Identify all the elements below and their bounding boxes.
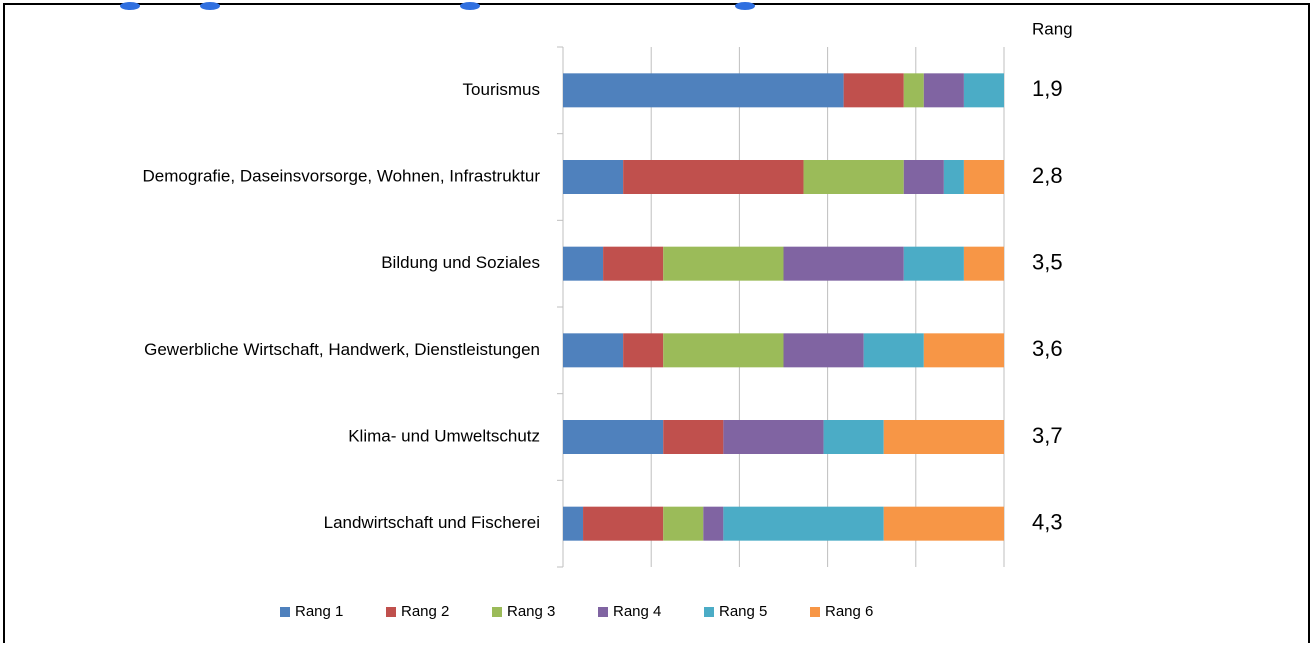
bar-segment xyxy=(923,333,1004,368)
legend-label: Rang 6 xyxy=(825,603,873,620)
bar-segment xyxy=(883,420,1004,454)
legend-swatch xyxy=(704,607,714,617)
bar-segment xyxy=(943,160,964,194)
bar-segment xyxy=(803,160,904,194)
bar-segment xyxy=(963,73,1004,108)
rank-label: 3,6 xyxy=(1032,336,1063,361)
legend-swatch xyxy=(386,607,396,617)
bar-segment xyxy=(883,506,1004,541)
category-label: Gewerbliche Wirtschaft, Handwerk, Dienst… xyxy=(144,340,540,359)
bar-segment xyxy=(563,506,584,541)
bar-segment xyxy=(563,73,844,108)
category-label: Klima- und Umweltschutz xyxy=(348,426,540,445)
bar-segment xyxy=(663,420,724,454)
bar-segment xyxy=(723,506,884,541)
legend-label: Rang 2 xyxy=(401,603,449,620)
bar-segment xyxy=(563,160,624,194)
rank-label: 1,9 xyxy=(1032,76,1063,101)
bar-segment xyxy=(663,506,704,541)
bar-segment xyxy=(623,333,664,368)
bar-segment xyxy=(783,333,864,368)
bar-segment xyxy=(963,160,1004,194)
bar-segment xyxy=(703,506,724,541)
bar-segment xyxy=(903,73,924,108)
bar-segment xyxy=(603,246,664,281)
legend-label: Rang 1 xyxy=(295,603,343,620)
category-label: Bildung und Soziales xyxy=(381,253,540,272)
bar-segment xyxy=(903,246,964,281)
rank-label: 4,3 xyxy=(1032,509,1063,534)
category-label: Demografie, Daseinsvorsorge, Wohnen, Inf… xyxy=(143,166,541,185)
legend-swatch xyxy=(810,607,820,617)
bar-segment xyxy=(583,506,664,541)
bar-segment xyxy=(663,246,784,281)
legend-swatch xyxy=(492,607,502,617)
bar-segment xyxy=(623,160,804,194)
bar-segment xyxy=(563,420,664,454)
bar-segment xyxy=(783,246,904,281)
cropped-decoration xyxy=(120,2,755,10)
rank-label: 3,7 xyxy=(1032,423,1063,448)
bar-segment xyxy=(563,246,604,281)
bar-segment xyxy=(563,333,624,368)
frame xyxy=(3,3,1310,648)
rank-label: 2,8 xyxy=(1032,163,1063,188)
category-label: Landwirtschaft und Fischerei xyxy=(324,513,540,532)
bar-segment xyxy=(843,73,904,108)
bar-segment xyxy=(963,246,1004,281)
bar-segment xyxy=(663,333,784,368)
rank-header: Rang xyxy=(1032,19,1073,38)
legend-swatch xyxy=(598,607,608,617)
legend-label: Rang 3 xyxy=(507,603,555,620)
rank-label: 3,5 xyxy=(1032,249,1063,274)
bar-segment xyxy=(903,160,944,194)
bar-segment xyxy=(823,420,884,454)
legend-label: Rang 4 xyxy=(613,603,661,620)
bar-segment xyxy=(923,73,964,108)
legend-swatch xyxy=(280,607,290,617)
legend-label: Rang 5 xyxy=(719,603,767,620)
category-label: Tourismus xyxy=(463,80,540,99)
bar-segment xyxy=(863,333,924,368)
bar-segment xyxy=(723,420,824,454)
